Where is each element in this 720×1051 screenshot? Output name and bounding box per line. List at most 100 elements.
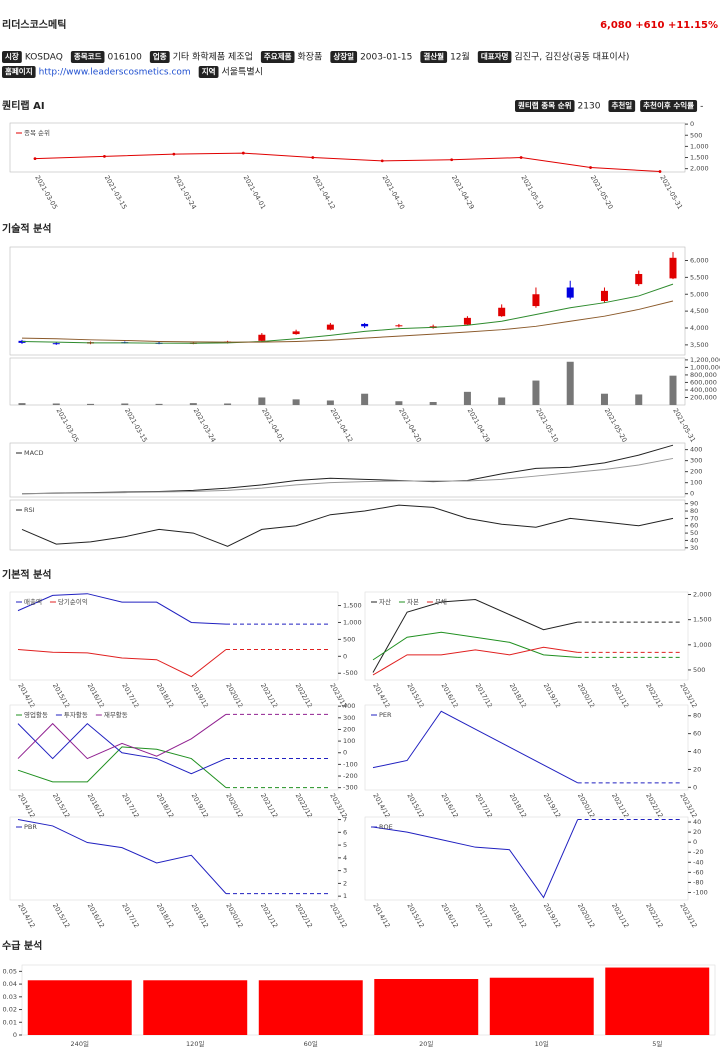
x-tick-label: 2021-05-20 (589, 174, 615, 211)
y-tick-label: 1,200,000 (690, 356, 720, 364)
info-value: 12월 (450, 51, 470, 63)
chart-frame (9, 704, 339, 791)
y-tick-label: 0 (690, 490, 694, 498)
badge (330, 51, 358, 63)
change: +610 (635, 20, 664, 31)
x-tick-label: 240일 (71, 1039, 89, 1048)
x-tick-label: 2017/12 (474, 902, 494, 929)
x-tick-label: 2019/12 (542, 902, 562, 929)
x-tick-label: 2021-03-15 (103, 174, 129, 211)
section-title: 수급 분석 (2, 939, 42, 952)
price-change: 6,080 +610 +11.15% (600, 20, 718, 31)
badge-label: 결산월 (423, 51, 444, 61)
bar (395, 401, 403, 405)
y-tick-label: 200 (690, 468, 702, 476)
x-tick-label: 2017/12 (120, 902, 140, 929)
candle-body (258, 334, 266, 341)
y-tick-label: 7 (343, 816, 347, 824)
x-tick-label: 2018/12 (155, 902, 175, 929)
y-tick-label: 80 (693, 712, 701, 720)
bar (189, 403, 197, 405)
y-tick-label: 20 (693, 828, 701, 836)
x-tick-label: 2021-03-15 (123, 407, 149, 444)
line (372, 631, 578, 661)
x-tick-label: 2014/12 (16, 902, 36, 929)
chart-frame (9, 357, 686, 406)
y-tick-label: 4,000 (690, 324, 709, 332)
y-tick-label: 60 (690, 522, 698, 530)
badge-label: 대표자명 (481, 51, 509, 61)
chart-frame (9, 122, 686, 173)
y-tick-label: -300 (343, 784, 358, 792)
chart-frame (9, 591, 339, 681)
bar (429, 401, 437, 405)
point (450, 158, 454, 162)
x-tick-label: 2018/12 (508, 792, 528, 819)
candle-body (532, 294, 540, 307)
badge (2, 66, 36, 78)
badge-label: 홈페이지 (5, 66, 33, 76)
x-tick-label: 2023/12 (678, 792, 698, 819)
y-tick-label: 0.01 (3, 1018, 17, 1026)
bar (52, 403, 60, 405)
badge (260, 51, 295, 63)
info-value: 화장품 (298, 52, 323, 63)
y-tick-label: 6 (343, 828, 347, 836)
x-tick-label: 2019/12 (542, 792, 562, 819)
y-tick-label: 0.03 (3, 993, 17, 1001)
bar (326, 400, 334, 405)
bar (605, 967, 710, 1035)
x-tick-label: 2021-05-10 (519, 174, 545, 211)
line (17, 593, 227, 625)
y-tick-label: 600,000 (690, 378, 717, 386)
info-value: KOSDAQ (25, 53, 63, 63)
x-tick-label: 60일 (304, 1039, 318, 1048)
bar (532, 380, 540, 405)
bar (489, 977, 594, 1035)
line (17, 819, 227, 894)
badge-label: 상장일 (333, 51, 354, 61)
y-tick-label: -40 (693, 858, 704, 866)
line (372, 710, 578, 784)
badge (2, 51, 22, 63)
section-title: 퀀티랩 AI (2, 99, 45, 112)
y-tick-label: 40 (693, 818, 701, 826)
badge (640, 100, 698, 112)
x-tick-label: 2017/12 (120, 792, 140, 819)
legend-label: 부채 (435, 598, 447, 606)
x-tick-label: 2020/12 (224, 902, 244, 929)
homepage-link[interactable]: http://www.leaderscosmetics.com (39, 68, 191, 78)
candle-body (326, 324, 334, 330)
chart-frame (9, 442, 686, 498)
x-tick-label: 2021/12 (610, 902, 630, 929)
y-tick-label: -100 (693, 888, 708, 896)
y-tick-label: 90 (690, 500, 698, 508)
point (589, 166, 592, 169)
chart-frame (21, 964, 716, 1036)
section-title: 기본적 분석 (2, 568, 51, 581)
x-tick-label: 2020/12 (576, 792, 596, 819)
badge (515, 100, 575, 112)
x-tick-label: 2020/12 (224, 792, 244, 819)
bar (292, 399, 300, 405)
x-tick-label: 2022/12 (294, 792, 314, 819)
y-tick-label: 100 (343, 737, 355, 745)
x-tick-label: 2019/12 (190, 792, 210, 819)
y-tick-label: 100 (690, 479, 702, 487)
bar (258, 397, 266, 405)
badge (70, 51, 105, 63)
line (21, 457, 674, 495)
bar (224, 403, 232, 405)
x-tick-label: 2020/12 (576, 902, 596, 929)
bar (121, 403, 129, 405)
x-tick-label: 2019/12 (190, 902, 210, 929)
y-tick-label: 0 (690, 120, 694, 128)
y-tick-label: 3 (343, 867, 347, 875)
legend-label: PBR (24, 823, 37, 831)
legend-label: 재무활동 (104, 710, 128, 719)
line (21, 444, 674, 495)
x-tick-label: 2015/12 (51, 902, 71, 929)
point (33, 157, 37, 161)
badge (198, 66, 219, 78)
